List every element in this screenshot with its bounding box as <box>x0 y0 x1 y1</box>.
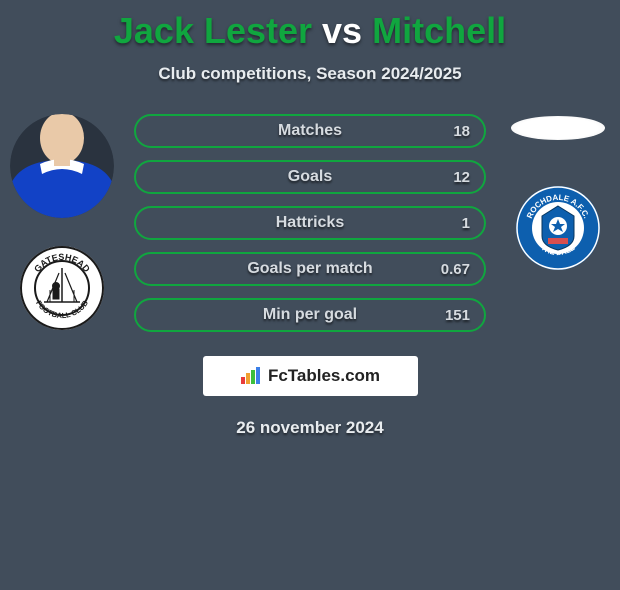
brand-text: FcTables.com <box>268 366 380 386</box>
right-club-logo: ROCHDALE A.F.C. THE DALE <box>516 186 600 270</box>
stat-value-right: 0.67 <box>441 261 470 278</box>
left-club-logo: GATESHEAD FOOTBALL CLUB <box>20 246 104 330</box>
left-avatar-svg <box>10 114 114 218</box>
right-player-avatar-placeholder <box>511 116 605 140</box>
left-column: GATESHEAD FOOTBALL CLUB <box>0 114 120 330</box>
gateshead-logo-svg: GATESHEAD FOOTBALL CLUB <box>20 246 104 330</box>
brand-bars-icon <box>240 367 262 385</box>
stat-value-right: 18 <box>453 123 470 140</box>
comparison-title: Jack Lester vs Mitchell <box>0 10 620 52</box>
stat-label: Min per goal <box>136 306 484 324</box>
stat-row: Min per goal 151 <box>134 298 486 332</box>
content-area: GATESHEAD FOOTBALL CLUB Mat <box>0 114 620 438</box>
stat-label: Matches <box>136 122 484 140</box>
stat-value-right: 1 <box>462 215 470 232</box>
rochdale-logo-svg: ROCHDALE A.F.C. THE DALE <box>516 186 600 270</box>
stat-row: Goals 12 <box>134 160 486 194</box>
stat-row: Goals per match 0.67 <box>134 252 486 286</box>
stat-value-right: 151 <box>445 307 470 324</box>
stat-label: Goals <box>136 168 484 186</box>
brand-badge: FcTables.com <box>203 356 418 396</box>
subtitle: Club competitions, Season 2024/2025 <box>0 64 620 84</box>
title-player-right: Mitchell <box>372 10 506 51</box>
right-column: ROCHDALE A.F.C. THE DALE <box>500 114 620 270</box>
stat-value-right: 12 <box>453 169 470 186</box>
stat-label: Goals per match <box>136 260 484 278</box>
stat-row: Matches 18 <box>134 114 486 148</box>
title-player-left: Jack Lester <box>114 10 312 51</box>
stat-row: Hattricks 1 <box>134 206 486 240</box>
stats-column: Matches 18 Goals 12 Hattricks 1 Goals pe… <box>120 114 500 438</box>
left-player-avatar <box>10 114 114 218</box>
stat-label: Hattricks <box>136 214 484 232</box>
date-label: 26 november 2024 <box>134 418 486 438</box>
title-vs: vs <box>322 10 362 51</box>
